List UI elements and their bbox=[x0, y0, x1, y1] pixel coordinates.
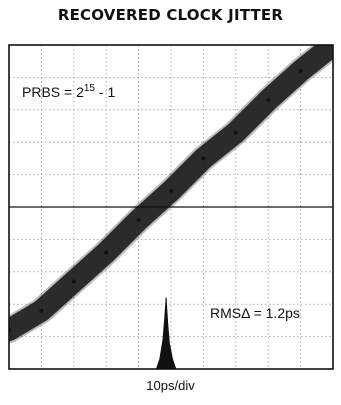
jitter-histogram bbox=[155, 297, 177, 370]
prbs-prefix: PRBS = 2 bbox=[22, 84, 84, 100]
prbs-annotation: PRBS = 215 - 1 bbox=[22, 83, 115, 100]
trace-point bbox=[39, 308, 44, 313]
trace-point bbox=[104, 250, 109, 255]
prbs-exponent: 15 bbox=[84, 83, 96, 94]
clock-edge-trace bbox=[9, 45, 333, 344]
prbs-suffix: - 1 bbox=[95, 84, 115, 100]
chart-title: RECOVERED CLOCK JITTER bbox=[57, 6, 284, 24]
plot-frame bbox=[8, 44, 334, 370]
trace-point bbox=[71, 279, 76, 284]
trace-point bbox=[266, 98, 271, 103]
trace-point bbox=[233, 130, 238, 135]
x-axis-label: 10ps/div bbox=[146, 378, 195, 393]
trace-point bbox=[136, 218, 141, 222]
trace-point bbox=[298, 68, 303, 73]
trace-point bbox=[201, 156, 206, 161]
rms-annotation: RMSΔ = 1.2ps bbox=[210, 305, 300, 321]
trace-point bbox=[169, 188, 173, 193]
